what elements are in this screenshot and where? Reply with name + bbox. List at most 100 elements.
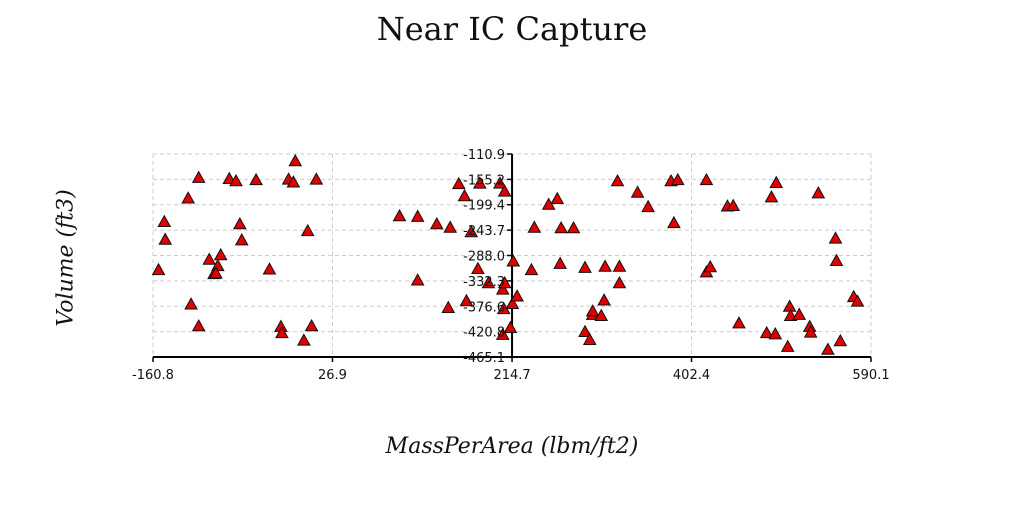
data-point-19 [209, 266, 223, 279]
data-point-11 [309, 172, 324, 185]
data-point-44 [497, 275, 512, 289]
data-point-1 [151, 262, 166, 276]
data-point-23 [275, 325, 289, 339]
data-point-8 [249, 172, 263, 186]
data-point-37 [441, 300, 456, 313]
data-point-86 [833, 333, 848, 347]
y-tick-label-3: -243.7 [463, 224, 505, 239]
data-point-92 [803, 325, 818, 338]
data-point-85 [850, 294, 865, 307]
data-point-41 [459, 293, 474, 307]
data-point-24 [304, 318, 319, 332]
data-point-32 [443, 220, 458, 233]
data-point-81 [811, 186, 826, 199]
data-point-80 [764, 190, 779, 203]
data-point-40 [472, 176, 487, 189]
data-point-50 [524, 262, 539, 276]
data-point-90 [780, 339, 795, 352]
chart-title: Near IC Capture [376, 10, 648, 48]
data-point-46 [503, 320, 518, 334]
data-point-38 [493, 176, 507, 189]
data-point-48 [506, 254, 521, 267]
data-point-18 [191, 318, 206, 332]
y-tick-label-2: -199.4 [463, 199, 505, 214]
data-point-34 [471, 261, 485, 274]
y-tick-label-4: -288.0 [463, 250, 505, 265]
x-tick-label-4: 590.1 [852, 368, 889, 383]
data-points [151, 153, 865, 355]
data-point-77 [703, 259, 718, 273]
data-point-89 [768, 326, 783, 340]
data-point-56 [553, 256, 567, 269]
data-point-58 [598, 259, 612, 272]
data-point-3 [158, 232, 173, 245]
data-point-25 [297, 333, 311, 346]
data-point-14 [232, 216, 247, 230]
data-point-64 [594, 308, 609, 321]
tick-labels: -160.8 26.9 214.7 402.4 590.1 -110.9 -155.2 -19… [132, 148, 890, 383]
data-point-31 [457, 188, 472, 202]
data-point-36 [410, 273, 425, 286]
data-point-33 [464, 224, 479, 238]
data-point-12 [191, 170, 206, 183]
data-point-20 [300, 223, 315, 237]
data-point-71 [670, 172, 685, 186]
data-point-49 [510, 289, 524, 302]
data-point-30 [451, 176, 466, 190]
y-tick-label-5: -332.3 [463, 275, 505, 290]
data-point-2 [157, 214, 172, 227]
data-point-51 [527, 220, 542, 233]
data-point-21 [262, 262, 277, 275]
y-tick-label-1: -155.2 [463, 173, 505, 188]
data-point-59 [612, 259, 627, 272]
data-point-35 [481, 275, 496, 289]
data-point-60 [612, 275, 627, 289]
data-point-65 [597, 293, 611, 306]
data-point-82 [828, 231, 843, 244]
data-point-29 [429, 216, 444, 230]
data-point-88 [759, 325, 774, 339]
data-point-0 [288, 153, 303, 167]
data-point-78 [732, 316, 746, 329]
data-point-95 [792, 307, 807, 320]
data-point-67 [610, 173, 625, 187]
y-tick-label-8: -465.1 [463, 351, 505, 366]
data-point-5 [184, 297, 198, 310]
y-tick-label-6: -376.6 [463, 300, 505, 315]
data-point-54 [554, 220, 568, 234]
data-point-75 [726, 198, 741, 211]
data-point-72 [667, 215, 681, 229]
y-tick-label-0: -110.9 [463, 148, 505, 163]
data-point-83 [829, 253, 844, 266]
data-point-93 [821, 342, 835, 355]
data-point-27 [392, 208, 407, 222]
data-point-7 [229, 173, 243, 187]
data-point-73 [699, 172, 714, 186]
data-point-47 [495, 327, 510, 340]
data-point-39 [497, 184, 512, 197]
axes [152, 153, 872, 362]
data-point-4 [181, 191, 196, 204]
data-point-28 [410, 209, 425, 222]
data-point-13 [234, 232, 249, 246]
data-point-57 [578, 260, 592, 273]
y-tick-label-7: -420.8 [463, 326, 505, 341]
data-point-55 [566, 220, 581, 234]
data-point-66 [582, 332, 597, 346]
data-point-53 [550, 191, 565, 205]
data-point-69 [641, 199, 655, 213]
x-axis-label: MassPerArea (lbm/ft2) [385, 434, 639, 459]
data-point-45 [505, 296, 520, 309]
data-point-43 [495, 282, 510, 295]
x-tick-label-1: 26.9 [318, 368, 347, 383]
x-tick-label-2: 214.7 [493, 368, 530, 383]
data-point-62 [585, 304, 600, 317]
data-point-79 [769, 175, 784, 189]
x-tick-label-0: -160.8 [132, 368, 174, 383]
data-point-68 [630, 185, 645, 198]
data-point-15 [202, 252, 217, 265]
x-tick-label-3: 402.4 [673, 368, 710, 383]
data-point-26 [213, 247, 228, 261]
data-point-63 [578, 324, 592, 338]
